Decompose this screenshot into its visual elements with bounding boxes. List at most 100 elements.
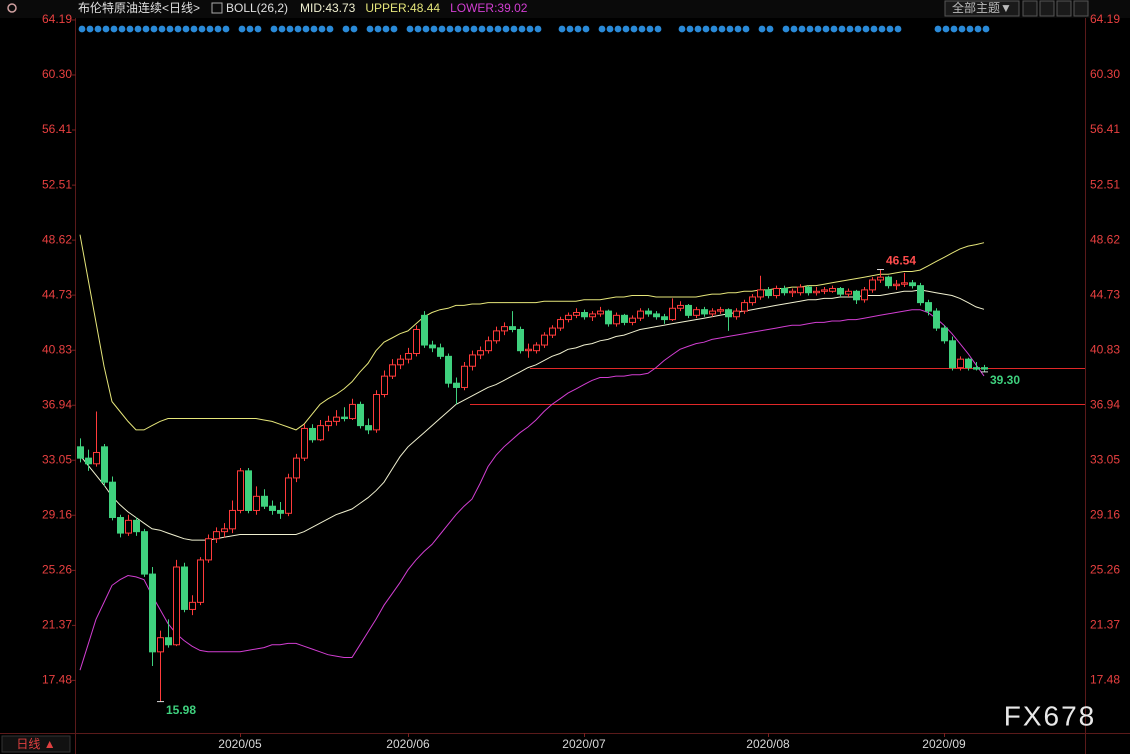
candle-body <box>85 457 92 465</box>
theme-button[interactable] <box>944 0 1020 17</box>
candle-body <box>237 470 244 511</box>
event-dot <box>966 25 974 33</box>
candle-body <box>293 457 300 479</box>
candle-body <box>725 309 732 318</box>
candle-body <box>741 302 748 312</box>
y-tick-label: 48.62 <box>42 232 72 246</box>
candle-body <box>229 509 236 530</box>
candle-body <box>661 316 668 321</box>
event-dot <box>190 25 198 33</box>
candle-body <box>549 327 556 336</box>
candle-body <box>357 403 364 427</box>
event-dot <box>494 25 502 33</box>
y-tick-label-right: 29.16 <box>1090 507 1120 521</box>
max-button[interactable] <box>1039 0 1055 17</box>
candle-body <box>365 425 372 431</box>
y-tick-label-right: 60.30 <box>1090 67 1120 81</box>
candle-body <box>821 289 828 292</box>
candle-body <box>757 289 764 298</box>
event-dot <box>526 25 534 33</box>
candle-body <box>629 317 636 323</box>
candle-body <box>325 420 332 427</box>
candle-body <box>469 354 476 367</box>
candle-body <box>533 344 540 352</box>
candle-body <box>829 287 836 292</box>
event-dot <box>734 25 742 33</box>
period-button[interactable] <box>1 735 71 753</box>
event-dot <box>254 25 262 33</box>
x-tick-label: 2020/09 <box>922 737 966 751</box>
event-dot <box>870 25 878 33</box>
period-button-label[interactable]: 日线 ▲ <box>16 737 55 751</box>
event-dot <box>574 25 582 33</box>
indicator-icon[interactable] <box>211 2 223 14</box>
candle-body <box>397 358 404 366</box>
theme-button-label[interactable]: 全部主题▼ <box>952 0 1012 15</box>
candle-body <box>285 477 292 514</box>
y-tick-label-right: 48.62 <box>1090 232 1120 246</box>
y-tick-label: 60.30 <box>42 67 72 81</box>
event-dot <box>478 25 486 33</box>
y-tick-label: 29.16 <box>42 507 72 521</box>
event-dot <box>174 25 182 33</box>
candle-body <box>381 375 388 396</box>
event-dot <box>558 25 566 33</box>
candle-body <box>589 313 596 318</box>
legend-entry: UPPER:48.44 <box>365 1 440 15</box>
candle-body <box>493 330 500 342</box>
candle-body <box>709 310 716 315</box>
boll-line <box>79 234 985 431</box>
candle-body <box>861 289 868 301</box>
candle-body <box>421 314 428 346</box>
y-tick-label-right: 36.94 <box>1090 397 1120 411</box>
candle-body <box>173 566 180 646</box>
event-dot <box>638 25 646 33</box>
event-dot <box>894 25 902 33</box>
event-dot <box>286 25 294 33</box>
event-dot <box>166 25 174 33</box>
candle-body <box>717 309 724 312</box>
candle-body <box>261 495 268 507</box>
header-bar <box>0 0 1130 18</box>
candle-body <box>101 446 108 483</box>
y-tick-label-right: 33.05 <box>1090 452 1120 466</box>
event-dot <box>150 25 158 33</box>
event-dot <box>374 25 382 33</box>
close-button[interactable] <box>1073 0 1089 17</box>
event-dot <box>614 25 622 33</box>
x-tick-label: 2020/06 <box>386 737 430 751</box>
candle-body <box>309 427 316 441</box>
boll-line <box>79 289 985 541</box>
candle-body <box>613 314 620 325</box>
candle-body <box>917 285 924 304</box>
event-dot <box>982 25 990 33</box>
event-dot <box>598 25 606 33</box>
annotation-label: 46.54 <box>886 254 916 268</box>
candle-body <box>597 310 604 315</box>
candle-body <box>541 334 548 346</box>
event-dot <box>278 25 286 33</box>
event-dot <box>94 25 102 33</box>
event-dot <box>790 25 798 33</box>
candle-body <box>941 327 948 342</box>
event-dot <box>350 25 358 33</box>
annotation-label: 39.30 <box>990 373 1020 387</box>
menu-icon[interactable] <box>7 3 17 13</box>
tile-button[interactable] <box>1056 0 1072 17</box>
event-dot <box>454 25 462 33</box>
candle-body <box>909 282 916 287</box>
candle-body <box>509 326 516 330</box>
event-dot <box>110 25 118 33</box>
y-tick-label-right: 25.26 <box>1090 563 1120 577</box>
candle-body <box>885 276 892 287</box>
indicator-label: BOLL(26,2) <box>226 1 288 15</box>
y-tick-label-right: 21.37 <box>1090 618 1120 632</box>
event-dot <box>158 25 166 33</box>
event-dot <box>942 25 950 33</box>
event-dot <box>502 25 510 33</box>
candle-body <box>197 559 204 603</box>
min-button[interactable] <box>1022 0 1038 17</box>
candle-body <box>813 290 820 294</box>
event-dot <box>134 25 142 33</box>
